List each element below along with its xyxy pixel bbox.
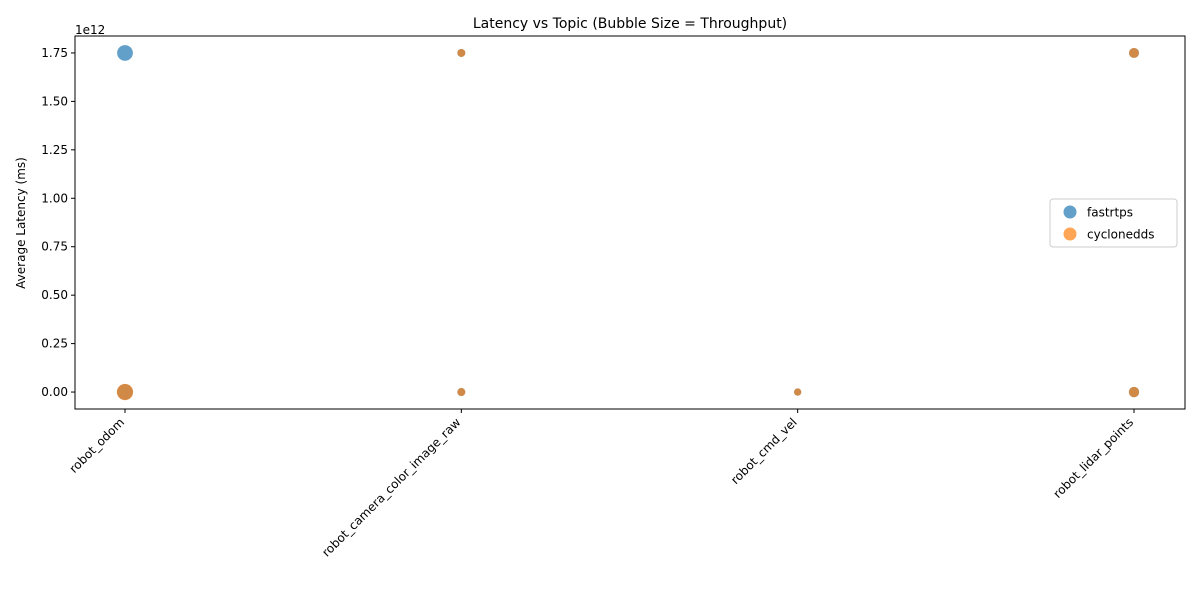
bubble-cyclonedds xyxy=(116,383,134,401)
y-tick-label: 1.25 xyxy=(41,143,68,157)
bubble-fastrtps xyxy=(117,45,133,61)
y-tick-label: 1.75 xyxy=(41,46,68,60)
y-axis-label: Average Latency (ms) xyxy=(14,157,28,289)
legend: fastrtps cyclonedds xyxy=(1049,198,1178,248)
legend-label-cyclonedds: cyclonedds xyxy=(1087,228,1154,242)
points-layer xyxy=(116,45,1140,401)
y-tick-label: 0.75 xyxy=(41,240,68,254)
bubble-cyclonedds xyxy=(1129,47,1139,58)
legend-marker-fastrtps xyxy=(1063,205,1077,219)
y-tick-label: 1.00 xyxy=(41,191,68,205)
chart-title: Latency vs Topic (Bubble Size = Throughp… xyxy=(473,16,787,32)
y-axis: 0.00 0.25 0.50 0.75 1.00 1.25 1.50 1.75 xyxy=(41,46,75,399)
legend-box xyxy=(1049,198,1178,248)
y-axis-offset-label: 1e12 xyxy=(75,23,105,37)
bubble-cyclonedds xyxy=(457,388,466,397)
legend-marker-cyclonedds xyxy=(1063,227,1077,241)
y-tick-label: 0.00 xyxy=(41,385,68,399)
legend-items: fastrtps cyclonedds xyxy=(1063,205,1154,242)
bubble-cyclonedds xyxy=(794,388,802,396)
plot-frame xyxy=(74,35,1186,410)
y-tick-label: 0.25 xyxy=(41,337,68,351)
bubble-cyclonedds xyxy=(1128,386,1140,398)
y-tick-label: 0.50 xyxy=(41,288,68,302)
bubble-cyclonedds xyxy=(457,48,466,57)
y-tick-label: 1.50 xyxy=(41,94,68,108)
legend-label-fastrtps: fastrtps xyxy=(1087,206,1133,220)
